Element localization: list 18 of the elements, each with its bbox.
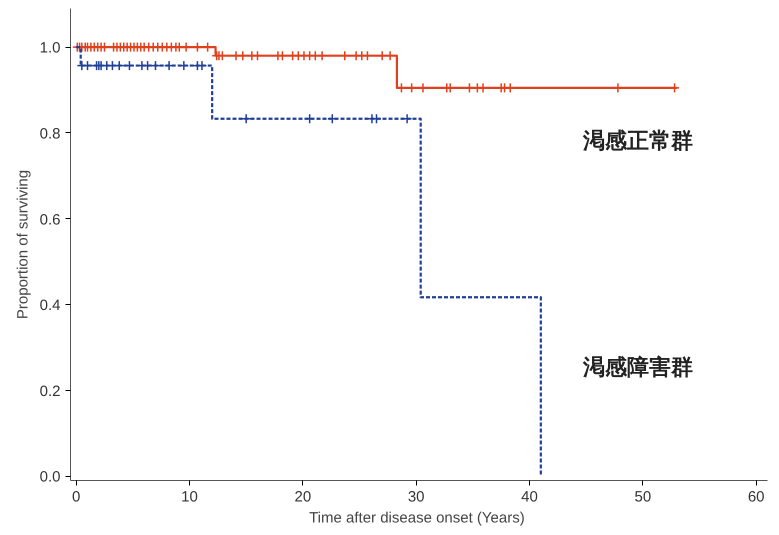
point (150, 60, 161, 71)
y-tick-label: 0.4 (40, 297, 61, 314)
y-tick-label: 0.2 (40, 382, 61, 400)
x-tick-label: 30 (408, 488, 425, 506)
x-axis-title: Time after disease onset (Years) (309, 510, 525, 526)
y-tick-label: 1.0 (40, 40, 61, 57)
x-tick-label: 40 (521, 488, 538, 506)
x-tick-label: 20 (294, 488, 312, 506)
annotation: 渇感正常群 (582, 128, 693, 154)
x-tick-label: 0 (72, 488, 80, 506)
annotation: 渇感障害群 (582, 354, 693, 380)
x-tick-label: 60 (748, 488, 765, 506)
y-tick-label: 0.8 (40, 125, 61, 142)
x-tick-label: 10 (181, 488, 198, 506)
y-tick-label: 0.6 (40, 211, 61, 228)
y-tick-label: 0.0 (40, 468, 61, 486)
x-tick-label: 50 (634, 488, 652, 506)
y-axis-title: Proportion of surviving (14, 170, 32, 320)
